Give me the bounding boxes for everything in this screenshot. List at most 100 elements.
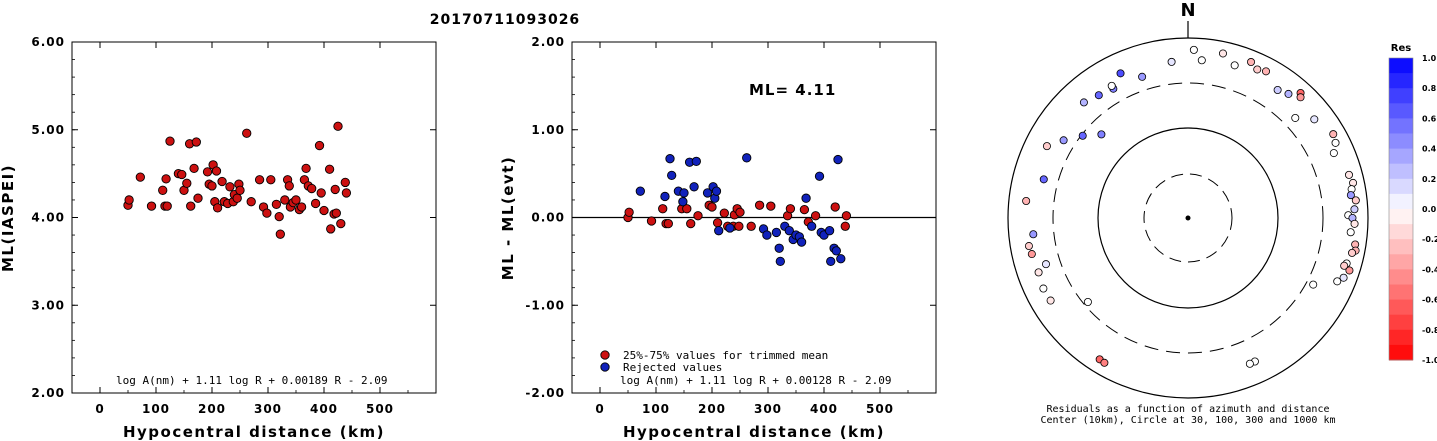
legend-label-accepted: 25%-75% values for trimmed mean <box>623 349 828 362</box>
station-residual-point <box>1167 57 1176 66</box>
colorbar-cell <box>1389 148 1413 165</box>
data-point <box>186 201 196 211</box>
outer-circle-1000km <box>1007 37 1369 399</box>
station-residual-point <box>1291 113 1300 122</box>
data-point <box>135 172 145 182</box>
station-residual-point <box>1083 298 1092 307</box>
data-point <box>165 136 175 146</box>
station-residual-point <box>1348 248 1357 257</box>
colorbar-tick-label: 0.2 <box>1422 175 1436 184</box>
data-point <box>207 181 217 191</box>
rejected-point <box>784 226 794 236</box>
station-residual-point <box>1351 196 1360 205</box>
rejected-point <box>660 191 670 202</box>
rejected-point <box>824 226 835 236</box>
station-residual-point <box>1100 358 1109 367</box>
x-tick-label: 400 <box>810 402 838 416</box>
accepted-point <box>810 211 821 221</box>
colorbar-cell <box>1389 88 1413 104</box>
figure-title: 20170711093026 <box>430 12 580 28</box>
x-tick-label: 300 <box>254 402 282 416</box>
residual-colorbar: Res 1.0 0.8 0.6 0.4 0.2 0.0 -0.2 -0.4 -0.6 -0.8 -1… <box>1388 43 1437 365</box>
station-residual-point <box>1034 268 1043 277</box>
station-residual-point <box>1046 296 1055 305</box>
colorbar-cell <box>1389 118 1413 134</box>
accepted-point <box>735 207 745 217</box>
station-residual-point <box>1350 219 1359 228</box>
station-residual-point <box>1116 69 1125 78</box>
rejected-point <box>678 197 688 207</box>
station-residual-point <box>1039 284 1048 293</box>
data-point <box>246 197 256 207</box>
colorbar-tick-label: 0.8 <box>1422 84 1437 93</box>
legend-label-rejected: Rejected values <box>623 361 722 374</box>
station-residual-point <box>1039 175 1048 184</box>
rejected-point <box>689 182 699 192</box>
y-tick-label: 6.00 <box>31 35 65 49</box>
station-residual-point <box>1350 205 1359 214</box>
rejected-point <box>635 186 645 196</box>
accepted-point <box>830 202 840 212</box>
colorbar-cell <box>1389 299 1413 316</box>
station-residual-point <box>1329 130 1338 139</box>
colorbar-tick-label: -0.8 <box>1422 326 1437 335</box>
colorbar-cell <box>1389 193 1413 210</box>
colorbar-cell <box>1389 224 1413 240</box>
rejected-point <box>679 188 689 198</box>
colorbar-cell <box>1389 133 1413 150</box>
station-residual-point <box>1041 260 1050 269</box>
y-tick-label: 1.00 <box>531 123 565 137</box>
data-point <box>235 185 245 195</box>
x-tick-label: 200 <box>198 402 226 416</box>
colorbar-tick-label: 0.4 <box>1422 145 1437 154</box>
colorbar-cell <box>1389 269 1413 285</box>
data-point <box>158 185 168 195</box>
left-plot-frame <box>71 41 437 394</box>
y-tick-label: 4.00 <box>31 211 65 225</box>
y-tick-label: 2.00 <box>31 386 65 400</box>
x-tick-label: 200 <box>698 402 726 416</box>
colorbar-title: Res <box>1391 43 1411 54</box>
accepted-point <box>840 221 850 231</box>
data-point <box>191 137 201 147</box>
accepted-point <box>707 202 717 212</box>
rejected-point <box>667 170 677 181</box>
accepted-point <box>646 216 657 226</box>
data-point <box>211 166 222 176</box>
rejected-point <box>775 256 785 267</box>
data-point <box>189 163 199 174</box>
x-tick-label: 300 <box>754 402 782 416</box>
station-residual-point <box>1197 56 1206 65</box>
colorbar-cell <box>1389 58 1413 74</box>
data-point <box>232 193 242 203</box>
data-point <box>280 195 290 205</box>
accepted-point <box>785 204 796 214</box>
data-point <box>262 208 272 218</box>
rejected-point <box>801 193 811 203</box>
station-residual-point <box>1097 130 1106 139</box>
data-point <box>310 198 321 209</box>
middle-y-axis-label: ML - ML(evt) <box>499 156 517 280</box>
rejected-point <box>831 246 841 256</box>
data-point <box>274 211 284 222</box>
ml-value-label: ML= 4.11 <box>749 81 836 99</box>
data-point <box>161 174 171 184</box>
station-residual-point <box>1022 196 1031 205</box>
y-tick-label: -2.00 <box>525 386 565 400</box>
panel-middle-scatter: 0 100 200 300 400 500 -2.00 -1.00 0.00 1.00 2.00 M… <box>499 35 937 441</box>
rejected-point <box>807 221 817 231</box>
data-point <box>296 202 307 212</box>
accepted-point <box>719 208 729 218</box>
station-residual-point <box>1310 115 1319 124</box>
x-tick-label: 500 <box>866 402 894 416</box>
station-residual-point <box>1024 242 1033 251</box>
station-residual-point <box>1333 277 1342 286</box>
data-point <box>316 188 326 198</box>
data-point <box>291 195 301 205</box>
left-formula: log A(nm) + 1.11 log R + 0.00189 R - 2.0… <box>116 374 388 387</box>
polar-caption-line2: Center (10km), Circle at 30, 100, 300 an… <box>1040 415 1335 426</box>
colorbar-cell <box>1389 344 1413 361</box>
legend-marker-rejected <box>600 362 610 372</box>
rejected-point <box>711 186 722 196</box>
